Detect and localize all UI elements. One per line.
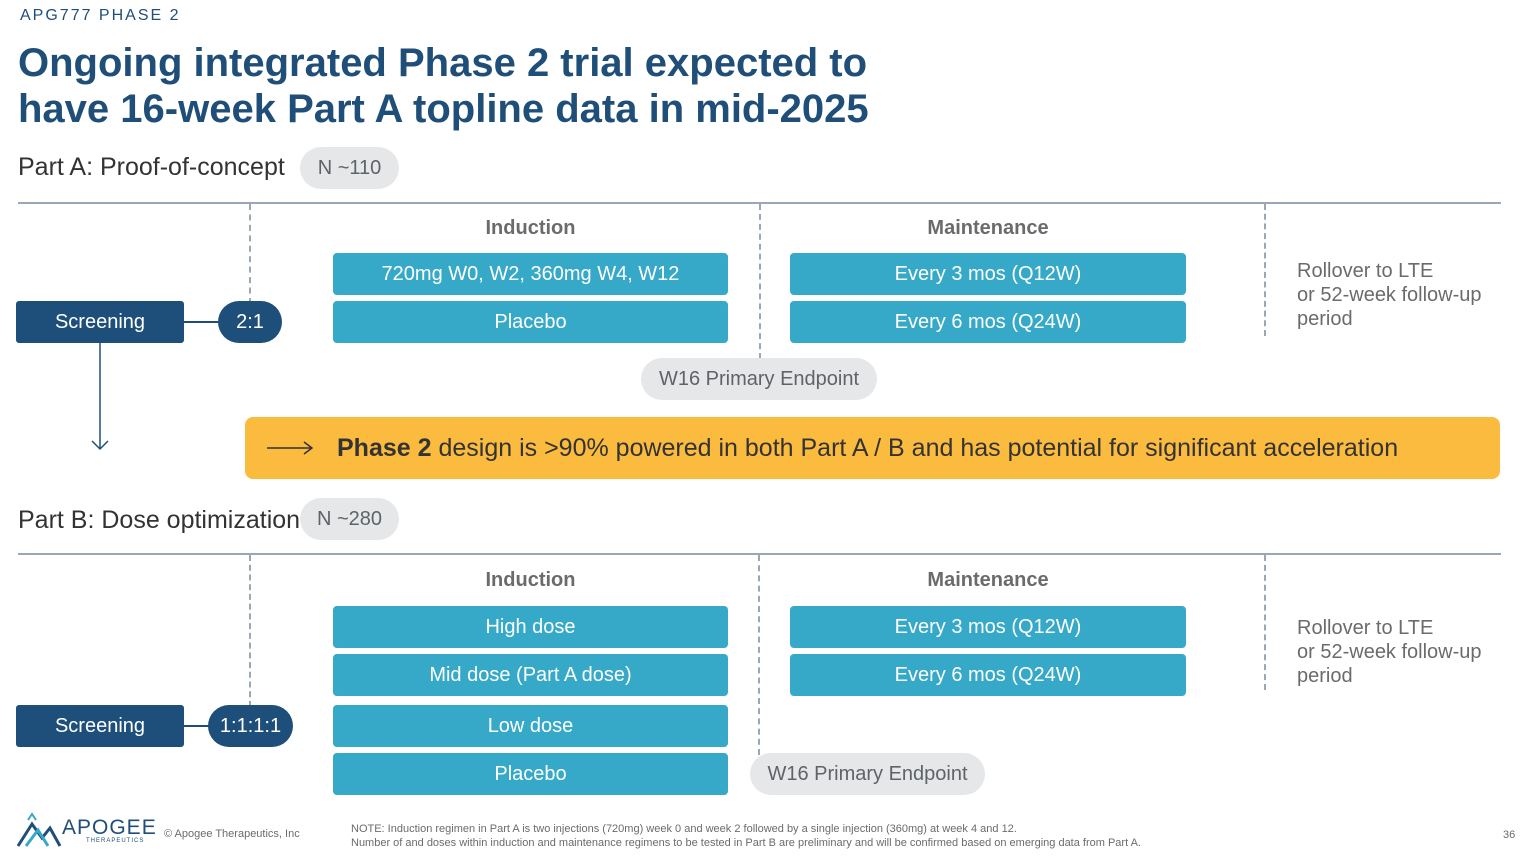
part-b-screening-connector	[184, 725, 210, 727]
part-b-induction-arm-3: Low dose	[333, 705, 728, 747]
part-b-induction-arm-4: Placebo	[333, 753, 728, 795]
part-b-n-pill: N ~280	[300, 498, 399, 540]
part-b-induction-header: Induction	[485, 569, 576, 591]
part-b-endpoint-pill: W16 Primary Endpoint	[750, 753, 985, 795]
part-a-maintenance-arm-2: Every 6 mos (Q24W)	[790, 301, 1186, 343]
part-b-lte-line	[1264, 555, 1266, 690]
footnote: NOTE: Induction regimen in Part A is two…	[351, 822, 1141, 850]
part-b-w16-line	[758, 555, 760, 755]
part-a-induction-header: Induction	[485, 217, 576, 239]
part-a-maintenance-header: Maintenance	[927, 217, 1049, 239]
part-a-rollover-line-2: or 52-week follow-up	[1297, 284, 1482, 306]
right-arrow-icon	[267, 441, 314, 455]
part-a-rollover-text: Rollover to LTE or 52-week follow-up per…	[1297, 259, 1482, 331]
part-a-label: Part A: Proof-of-concept	[18, 153, 285, 181]
part-a-screening-box: Screening	[16, 301, 184, 343]
banner-bold: Phase 2	[337, 433, 432, 462]
apogee-logo-icon	[16, 812, 62, 847]
title-line-1: Ongoing integrated Phase 2 trial expecte…	[18, 41, 868, 85]
part-a-rollover-line-3: period	[1297, 308, 1353, 330]
copyright: © Apogee Therapeutics, Inc	[164, 828, 300, 840]
section-kicker: APG777 PHASE 2	[20, 7, 181, 24]
footnote-line-1: NOTE: Induction regimen in Part A is two…	[351, 823, 1017, 835]
part-b-label: Part B: Dose optimization	[18, 506, 301, 534]
part-a-screening-connector	[184, 321, 220, 323]
part-a-w16-line	[759, 204, 761, 359]
part-b-maintenance-header: Maintenance	[927, 569, 1049, 591]
part-b-induction-arm-2: Mid dose (Part A dose)	[333, 654, 728, 696]
part-a-ratio-badge: 2:1	[218, 301, 282, 343]
title-line-2: have 16-week Part A topline data in mid-…	[18, 87, 869, 131]
part-b-rollover-text: Rollover to LTE or 52-week follow-up per…	[1297, 616, 1482, 688]
part-a-n-pill: N ~110	[300, 147, 399, 189]
part-b-rollover-line-1: Rollover to LTE	[1297, 617, 1434, 639]
logo-subtitle: THERAPEUTICS	[86, 838, 145, 844]
down-arrow-icon	[91, 343, 109, 451]
part-a-randomization-line	[249, 204, 251, 304]
banner-text: Phase 2 design is >90% powered in both P…	[337, 434, 1398, 463]
footnote-line-2: Number of and doses within induction and…	[351, 837, 1141, 849]
part-b-maintenance-arm-2: Every 6 mos (Q24W)	[790, 654, 1186, 696]
part-a-lte-line	[1264, 204, 1266, 336]
part-b-rollover-line-2: or 52-week follow-up	[1297, 641, 1482, 663]
part-b-screening-box: Screening	[16, 705, 184, 747]
part-a-divider	[18, 202, 1501, 204]
slide-title: Ongoing integrated Phase 2 trial expecte…	[18, 40, 869, 132]
part-b-divider	[18, 553, 1501, 555]
part-b-maintenance-arm-1: Every 3 mos (Q12W)	[790, 606, 1186, 648]
part-a-induction-arm-2: Placebo	[333, 301, 728, 343]
powering-banner: Phase 2 design is >90% powered in both P…	[245, 417, 1500, 479]
part-a-maintenance-arm-1: Every 3 mos (Q12W)	[790, 253, 1186, 295]
part-b-rollover-line-3: period	[1297, 665, 1353, 687]
part-b-induction-arm-1: High dose	[333, 606, 728, 648]
part-a-rollover-line-1: Rollover to LTE	[1297, 260, 1434, 282]
part-b-ratio-badge: 1:1:1:1	[208, 705, 293, 747]
page-number: 36	[1503, 829, 1516, 841]
part-a-endpoint-pill: W16 Primary Endpoint	[641, 358, 877, 400]
part-b-randomization-line	[249, 555, 251, 707]
logo-wordmark: APOGEE	[62, 816, 157, 839]
banner-rest: design is >90% powered in both Part A / …	[431, 433, 1399, 462]
part-a-induction-arm-1: 720mg W0, W2, 360mg W4, W12	[333, 253, 728, 295]
